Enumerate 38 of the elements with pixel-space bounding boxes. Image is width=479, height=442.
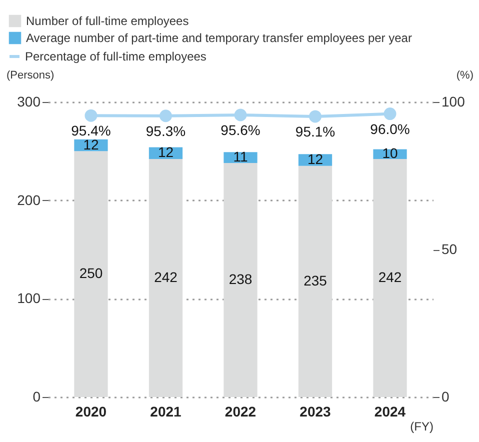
data-label: 11 [233,148,248,165]
bar [148,159,183,397]
y-tick-label: 0 [32,388,41,404]
y-tick-label: 300 [17,94,41,110]
x-axis-title: (FY) [410,420,434,434]
bar [373,159,407,397]
y-axis-title: (Persons) [6,70,54,82]
x-tick-label: 2021 [150,404,182,420]
data-label: 95.1% [295,123,336,140]
y-tick-label: 200 [17,192,41,208]
legend-label: Percentage of full-time employees [25,50,206,64]
data-label: 96.0% [370,120,410,137]
legend-label: Number of full-time employees [26,14,189,28]
y2-tick-label: 100 [442,94,466,110]
y-tick-label: 100 [17,290,41,306]
data-label: 95.4% [71,122,111,139]
data-label: 12 [307,151,324,168]
data-label: 95.3% [146,122,186,139]
x-tick-label: 2024 [374,404,406,420]
data-label: 235 [304,272,328,288]
bar [224,162,258,397]
data-label: 238 [228,270,252,287]
data-label: 10 [382,145,398,162]
data-label: 12 [83,136,99,152]
data-label: 250 [79,265,103,282]
data-label: 95.6% [220,122,260,138]
y2-tick-label: 50 [442,241,458,257]
x-tick-label: 2023 [300,404,332,420]
y2-axis-title: (%) [456,70,474,82]
data-label: 242 [378,269,402,286]
bar [298,166,332,397]
y2-tick-label: 0 [442,388,450,404]
legend-label: Average number of part-time and temporary transfer employees per year [26,31,412,45]
data-label: 12 [158,144,174,160]
bar [74,151,108,397]
x-tick-label: 2020 [75,404,107,420]
x-tick-label: 2022 [224,404,256,420]
data-label: 242 [154,269,178,286]
